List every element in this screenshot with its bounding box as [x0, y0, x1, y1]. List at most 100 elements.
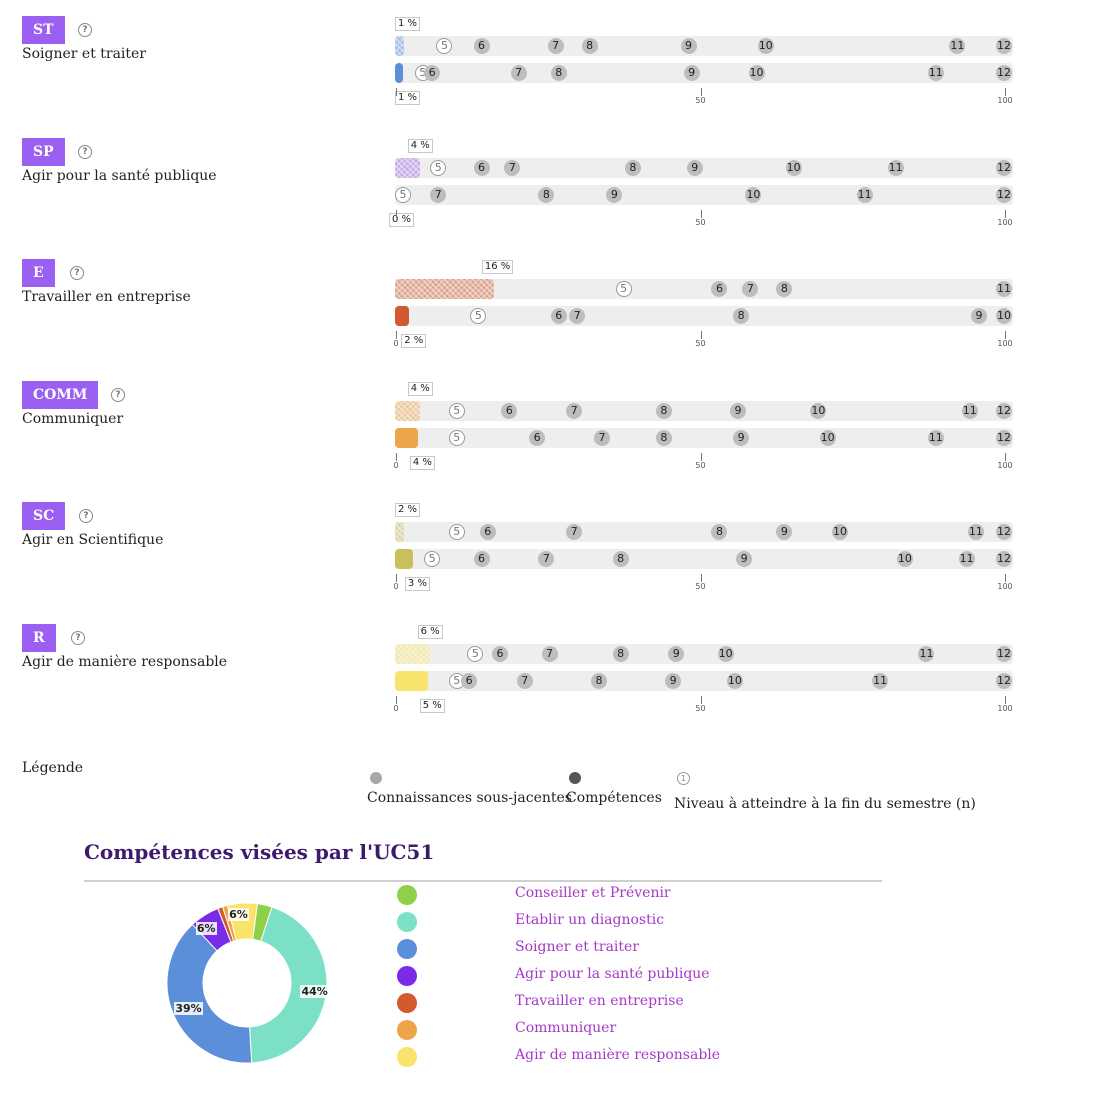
competence-level-marker: 7 — [510, 65, 527, 81]
legend-entry-link[interactable]: Agir de manière responsable — [515, 1047, 721, 1063]
competence-label: Agir pour la santé publique — [22, 167, 217, 184]
donut-data-label: 39% — [174, 1001, 203, 1015]
knowledge-level-marker: 9 — [686, 159, 703, 176]
competence-track: 5 7 8 9 10 11 12 — [395, 184, 1013, 205]
competence-level-marker: 12 — [996, 186, 1012, 203]
knowledge-level-marker: 10 — [831, 524, 848, 540]
competence-track: 5 6 7 8 9 10 11 12 — [395, 427, 1013, 448]
knowledge-level-marker: 5 — [436, 38, 453, 54]
knowledge-level-marker: 10 — [757, 38, 774, 54]
competence-percent-label: 4 % — [409, 455, 435, 470]
axis-tick-label: 100 — [997, 96, 1013, 105]
competence-code-badge[interactable]: COMM — [22, 380, 99, 409]
legend-entry-link[interactable]: Agir pour la santé publique — [515, 966, 710, 982]
knowledge-level-marker: 12 — [996, 402, 1012, 419]
competence-level-marker: 7 — [569, 308, 586, 324]
competence-code-badge[interactable]: SP — [22, 137, 65, 166]
knowledge-level-marker: 7 — [566, 524, 583, 540]
knowledge-level-marker: 11 — [967, 524, 984, 540]
knowledge-level-marker: 5 — [448, 402, 465, 419]
legend-entry-link[interactable]: Communiquer — [515, 1020, 617, 1036]
axis-tick — [396, 331, 397, 339]
knowledge-level-marker: 9 — [680, 38, 697, 54]
competence-track: 5 6 7 8 9 10 — [395, 306, 1013, 326]
legend-knowledge-dot — [370, 772, 382, 784]
knowledge-level-marker: 6 — [711, 281, 728, 297]
knowledge-level-marker: 6 — [492, 645, 509, 662]
competence-level-marker: 10 — [819, 429, 836, 446]
help-icon[interactable]: ? — [71, 630, 85, 645]
competence-section-e: E? Travailler en entreprise 5 6 7 8 11 5 6 7 8 9 10 1… — [0, 259, 1098, 369]
axis-tick-label: 50 — [695, 582, 706, 591]
competence-level-marker: 5 — [470, 308, 487, 324]
competence-level-marker: 8 — [590, 672, 607, 689]
competence-progress-fill — [395, 63, 403, 83]
knowledge-level-marker: 12 — [996, 524, 1012, 540]
knowledge-level-marker: 6 — [479, 524, 496, 540]
competence-level-marker: 8 — [538, 186, 555, 203]
competence-level-marker: 10 — [996, 308, 1012, 324]
competence-level-marker: 11 — [927, 65, 944, 81]
competence-percent-label: 2 % — [401, 334, 427, 348]
legend-entry-link[interactable]: Conseiller et Prévenir — [515, 885, 671, 901]
help-icon[interactable]: ? — [111, 387, 125, 402]
knowledge-progress-fill — [395, 643, 430, 664]
axis-tick-label: 100 — [997, 703, 1013, 713]
legend-color-dot — [397, 1047, 417, 1067]
axis-tick-label: 50 — [695, 96, 706, 105]
competence-code-badge[interactable]: E — [22, 259, 55, 287]
axis-tick-label: 50 — [695, 460, 706, 470]
knowledge-level-marker: 9 — [729, 402, 746, 419]
help-icon[interactable]: ? — [79, 509, 93, 523]
donut-slice[interactable] — [166, 923, 253, 1064]
axis-tick-label: 0 — [393, 703, 399, 713]
scale-axis: 50 100 — [395, 88, 1013, 108]
axis-tick — [1005, 695, 1006, 704]
competence-label: Travailler en entreprise — [22, 289, 191, 305]
axis-tick-label: 100 — [997, 582, 1013, 591]
axis-tick — [700, 574, 702, 582]
help-icon[interactable]: ? — [78, 23, 92, 37]
scale-axis: 50 100 — [395, 209, 1013, 230]
knowledge-level-marker: 8 — [624, 159, 641, 176]
knowledge-percent-label: 6 % — [417, 624, 443, 639]
legend-entry-link[interactable]: Soigner et traiter — [515, 939, 640, 955]
competence-track: 5 6 7 8 9 10 11 12 — [395, 63, 1013, 83]
axis-tick-label: 0 — [393, 339, 399, 348]
donut-data-label: 6% — [228, 908, 249, 922]
competence-progress-fill — [395, 670, 428, 691]
donut-slice[interactable] — [249, 906, 328, 1064]
axis-tick-label: 50 — [695, 703, 706, 713]
competence-level-marker: 6 — [461, 672, 478, 689]
competence-percent-label: 1 % — [395, 91, 421, 105]
axis-tick — [700, 331, 702, 339]
knowledge-progress-fill — [395, 279, 494, 299]
knowledge-level-marker: 11 — [961, 402, 978, 419]
competence-code-badge[interactable]: ST — [22, 16, 65, 44]
competence-level-marker: 8 — [655, 429, 672, 446]
help-icon[interactable]: ? — [78, 144, 92, 159]
competence-label: Communiquer — [22, 410, 124, 427]
competence-code-badge[interactable]: R — [22, 623, 56, 652]
knowledge-level-marker: 11 — [918, 645, 935, 662]
axis-tick-label: 100 — [997, 217, 1013, 227]
knowledge-track: 5 6 7 8 9 10 11 12 — [395, 157, 1013, 178]
knowledge-level-marker: 5 — [430, 159, 447, 176]
competence-level-marker: 5 — [448, 429, 465, 446]
competence-level-marker: 6 — [529, 429, 546, 446]
legend-entry-link[interactable]: Travailler en entreprise — [515, 993, 684, 1009]
competence-level-marker: 10 — [748, 65, 765, 81]
competence-level-marker: 6 — [550, 308, 567, 324]
competence-percent-label: 0 % — [389, 212, 415, 227]
legend-entry-link[interactable]: Etablir un diagnostic — [515, 912, 665, 928]
help-icon[interactable]: ? — [70, 266, 84, 280]
axis-tick-label: 100 — [997, 460, 1013, 470]
legend-color-dot — [397, 993, 417, 1013]
knowledge-track: 5 6 7 8 9 10 11 12 — [395, 643, 1013, 664]
knowledge-level-marker: 12 — [996, 159, 1012, 176]
competence-level-marker: 8 — [612, 551, 629, 567]
competence-label: Agir de manière responsable — [22, 653, 228, 670]
competence-progress-fill — [395, 427, 418, 448]
competence-section-comm: COMM? Communiquer 5 6 7 8 9 10 11 12 5 6 7 8 9 10 11 12 4 … — [0, 380, 1098, 491]
competence-code-badge[interactable]: SC — [22, 502, 66, 530]
